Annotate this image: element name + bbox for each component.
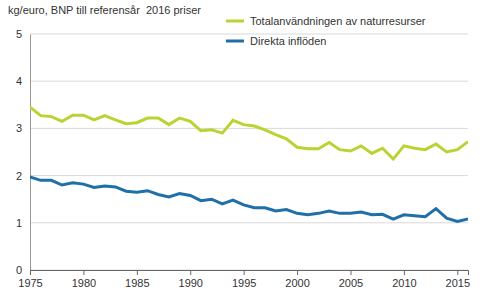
grid-line — [30, 34, 468, 35]
x-tick-mark — [297, 270, 298, 275]
y-tick-label: 3 — [16, 122, 22, 134]
grid-line — [30, 81, 468, 82]
legend-label: Totalanvändningen av naturresurser — [250, 15, 426, 27]
y-tick-label: 4 — [16, 75, 22, 87]
x-tick: 1990 — [179, 270, 203, 289]
x-tick-mark — [457, 270, 458, 275]
x-tick-mark — [83, 270, 84, 275]
x-tick-label: 1980 — [72, 277, 96, 289]
x-tick-mark — [244, 270, 245, 275]
y-tick: 1 — [16, 217, 30, 229]
x-tick: 1985 — [125, 270, 149, 289]
y-axis: 0 1 2 3 4 5 — [16, 28, 31, 276]
y-tick: 3 — [16, 122, 30, 134]
grid-line — [30, 128, 468, 129]
grid-line — [30, 222, 468, 223]
y-tick: 4 — [16, 75, 30, 87]
x-tick-mark — [190, 270, 191, 275]
x-axis-line — [31, 271, 469, 276]
x-tick-label: 2015 — [446, 277, 470, 289]
x-tick: 1995 — [232, 270, 256, 289]
y-tick-label: 0 — [16, 264, 22, 276]
y-axis-line — [30, 35, 31, 271]
x-tick-label: 2010 — [392, 277, 416, 289]
chart-svg: 0 1 2 3 4 5 1975 1980 1985 1990 1995 2000 2005 2010 20… — [0, 0, 491, 303]
x-tick-label: 1975 — [18, 277, 42, 289]
x-tick: 2000 — [285, 270, 309, 289]
y-tick: 2 — [16, 170, 30, 182]
x-tick-label: 1995 — [232, 277, 256, 289]
grid-line — [30, 175, 468, 176]
x-tick-label: 1990 — [179, 277, 203, 289]
series-line — [30, 177, 468, 221]
x-tick-mark — [404, 270, 405, 275]
legend-swatch — [226, 20, 244, 23]
y-tick-label: 1 — [16, 217, 22, 229]
legend-label: Direkta inflöden — [250, 35, 326, 47]
y-tick: 0 — [16, 264, 30, 276]
x-tick: 1980 — [72, 270, 96, 289]
x-tick: 2010 — [392, 270, 416, 289]
x-tick-mark — [137, 270, 138, 275]
x-tick-label: 1985 — [125, 277, 149, 289]
x-tick: 1975 — [18, 270, 42, 289]
lines — [30, 107, 468, 221]
x-tick-label: 2000 — [285, 277, 309, 289]
x-tick: 2015 — [446, 270, 470, 289]
y-tick: 5 — [16, 28, 30, 40]
series-line — [30, 107, 468, 159]
legend-swatch — [226, 40, 244, 43]
x-axis: 1975 1980 1985 1990 1995 2000 2005 2010 2015 — [18, 270, 470, 289]
legend: Totalanvändningen av naturresurser Direkt… — [226, 15, 426, 47]
y-tick-label: 2 — [16, 170, 22, 182]
x-tick-mark — [30, 270, 31, 275]
x-tick-label: 2005 — [339, 277, 363, 289]
plot-area: 0 1 2 3 4 5 1975 1980 1985 1990 1995 2000 2005 2010 20… — [16, 28, 470, 289]
x-tick: 2005 — [339, 270, 363, 289]
chart-container: 0 1 2 3 4 5 1975 1980 1985 1990 1995 2000 2005 2010 20… — [0, 0, 491, 303]
y-tick-label: 5 — [16, 28, 22, 40]
x-tick-mark — [350, 270, 351, 275]
grid — [30, 34, 468, 270]
y-axis-title: kg/euro, BNP till referensår 2016 priser — [8, 4, 201, 16]
